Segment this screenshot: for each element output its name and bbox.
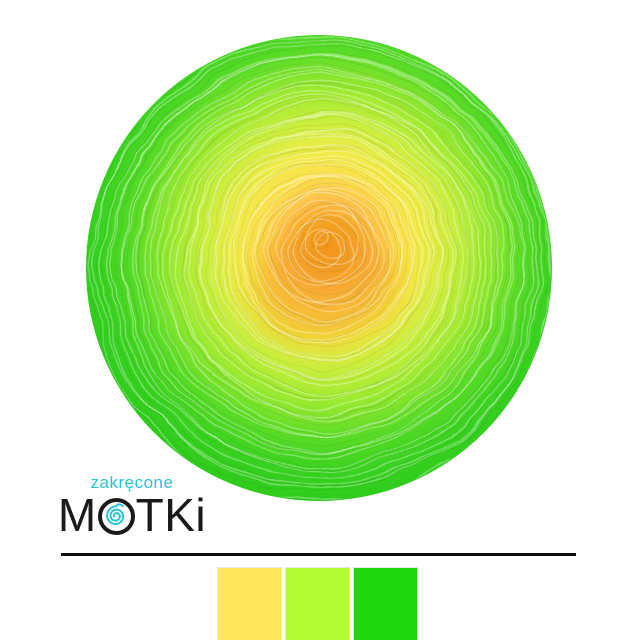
brand-name-m: M bbox=[57, 489, 97, 541]
yarn-ball-o-icon bbox=[97, 497, 135, 535]
swatch-green bbox=[353, 567, 418, 640]
brand-name-tki: TKi bbox=[135, 489, 207, 541]
brand-logo: zakręcone M TKi bbox=[44, 473, 220, 539]
yarn-cake-photo bbox=[83, 32, 555, 504]
brand-tagline: zakręcone bbox=[90, 473, 174, 492]
color-palette bbox=[217, 567, 418, 640]
brand-name: M TKi bbox=[44, 492, 220, 538]
yarn-strand-texture bbox=[87, 36, 551, 500]
swatch-yellow bbox=[217, 567, 282, 640]
swatch-chartreuse bbox=[285, 567, 350, 640]
yarn-cake-image bbox=[86, 35, 552, 501]
spiral-icon bbox=[106, 503, 125, 526]
divider-line bbox=[61, 553, 576, 556]
